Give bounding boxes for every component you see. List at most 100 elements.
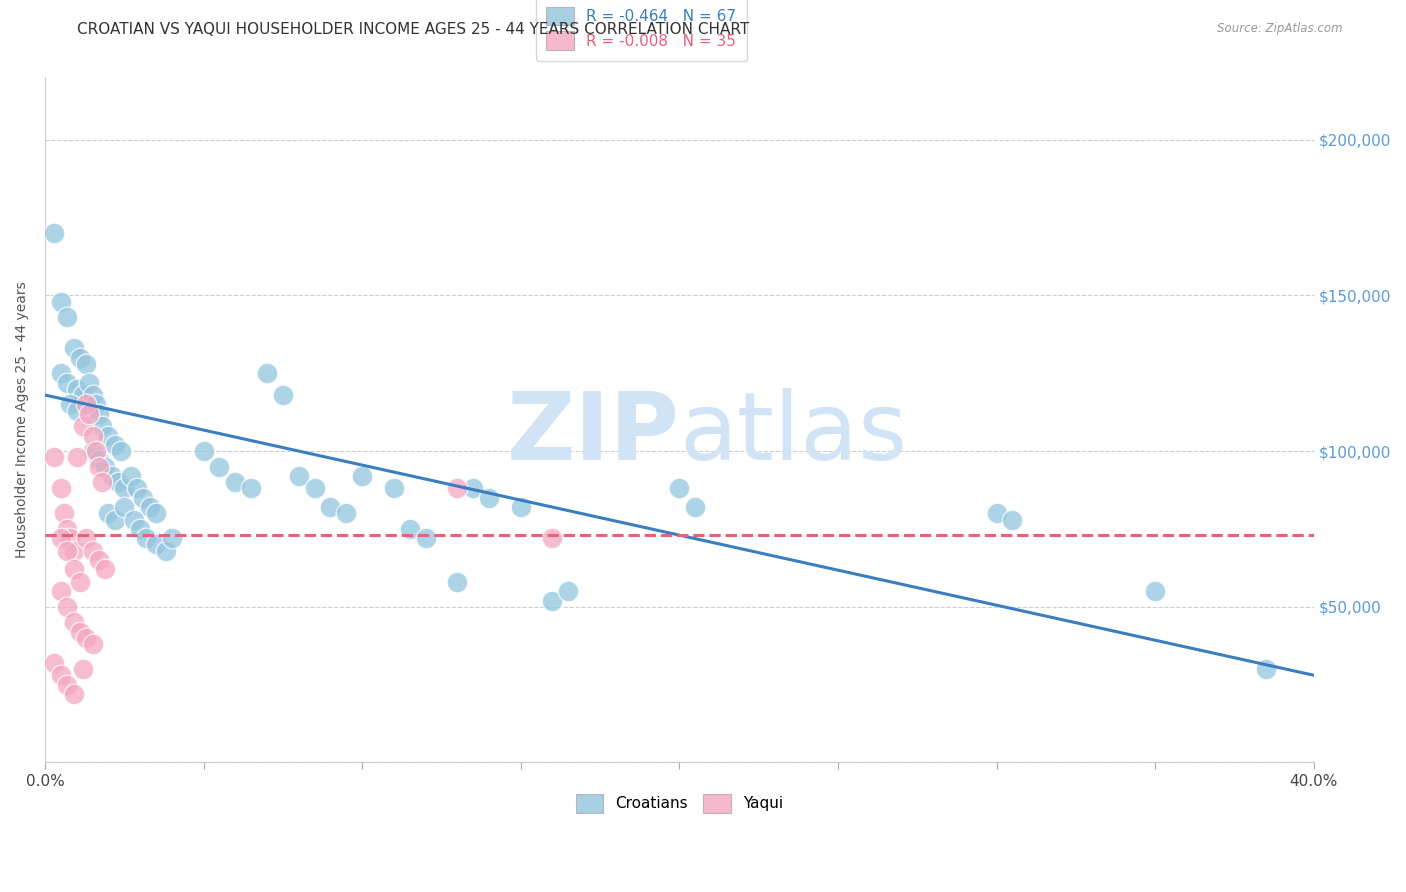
Point <box>256 366 278 380</box>
Point <box>82 388 104 402</box>
Point <box>160 531 183 545</box>
Point <box>145 506 167 520</box>
Point <box>138 500 160 515</box>
Point <box>557 584 579 599</box>
Point <box>82 444 104 458</box>
Point <box>66 382 89 396</box>
Point <box>72 662 94 676</box>
Point <box>129 522 152 536</box>
Point <box>135 531 157 545</box>
Point <box>94 562 117 576</box>
Point <box>87 553 110 567</box>
Point <box>319 500 342 515</box>
Point <box>91 475 114 490</box>
Point <box>62 341 84 355</box>
Point <box>668 482 690 496</box>
Point <box>446 482 468 496</box>
Point <box>398 522 420 536</box>
Y-axis label: Householder Income Ages 25 - 44 years: Householder Income Ages 25 - 44 years <box>15 282 30 558</box>
Point <box>87 459 110 474</box>
Point <box>66 450 89 465</box>
Point <box>287 469 309 483</box>
Point <box>382 482 405 496</box>
Point <box>155 543 177 558</box>
Point <box>62 615 84 630</box>
Point <box>104 438 127 452</box>
Point <box>69 624 91 639</box>
Point <box>110 444 132 458</box>
Point <box>44 226 66 240</box>
Point <box>335 506 357 520</box>
Point <box>446 574 468 589</box>
Point <box>56 376 79 390</box>
Point <box>56 599 79 614</box>
Point <box>49 482 72 496</box>
Point <box>75 357 97 371</box>
Point <box>53 506 76 520</box>
Point <box>683 500 706 515</box>
Point <box>193 444 215 458</box>
Point <box>56 543 79 558</box>
Legend: Croatians, Yaqui: Croatians, Yaqui <box>565 783 794 823</box>
Point <box>75 631 97 645</box>
Point <box>104 512 127 526</box>
Point <box>62 562 84 576</box>
Text: ZIP: ZIP <box>506 388 679 480</box>
Point <box>271 388 294 402</box>
Point <box>49 531 72 545</box>
Point <box>1256 662 1278 676</box>
Point <box>44 450 66 465</box>
Point <box>304 482 326 496</box>
Point <box>59 531 82 545</box>
Point <box>122 512 145 526</box>
Point <box>49 668 72 682</box>
Point <box>69 574 91 589</box>
Text: atlas: atlas <box>679 388 908 480</box>
Point <box>84 444 107 458</box>
Point <box>59 397 82 411</box>
Point <box>82 637 104 651</box>
Point <box>75 397 97 411</box>
Point <box>463 482 485 496</box>
Point <box>240 482 263 496</box>
Point <box>49 366 72 380</box>
Point <box>97 428 120 442</box>
Point <box>49 294 72 309</box>
Point <box>79 407 101 421</box>
Point <box>125 482 148 496</box>
Point <box>62 543 84 558</box>
Point <box>132 491 155 505</box>
Point <box>44 656 66 670</box>
Point <box>82 428 104 442</box>
Point <box>69 351 91 365</box>
Point <box>72 419 94 434</box>
Point <box>107 475 129 490</box>
Point <box>224 475 246 490</box>
Point <box>84 397 107 411</box>
Point <box>120 469 142 483</box>
Point <box>478 491 501 505</box>
Point <box>56 310 79 325</box>
Point <box>509 500 531 515</box>
Point <box>91 419 114 434</box>
Point <box>415 531 437 545</box>
Text: Source: ZipAtlas.com: Source: ZipAtlas.com <box>1218 22 1343 36</box>
Point <box>352 469 374 483</box>
Point <box>97 506 120 520</box>
Point <box>49 584 72 599</box>
Point <box>56 677 79 691</box>
Point <box>112 482 135 496</box>
Point <box>145 537 167 551</box>
Point <box>79 376 101 390</box>
Point <box>72 388 94 402</box>
Point <box>1001 512 1024 526</box>
Point <box>208 459 231 474</box>
Point <box>541 531 564 545</box>
Point <box>75 531 97 545</box>
Point <box>66 403 89 417</box>
Point <box>62 687 84 701</box>
Point <box>94 459 117 474</box>
Point <box>82 543 104 558</box>
Point <box>87 453 110 467</box>
Point <box>1144 584 1167 599</box>
